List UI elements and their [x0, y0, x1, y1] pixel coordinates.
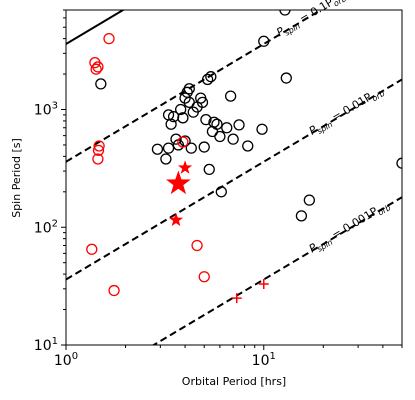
- data-point-2-0: [166, 170, 191, 195]
- reference-lines: [66, 10, 402, 345]
- data-point-0-33: [227, 133, 239, 145]
- data-point-0-20: [196, 96, 209, 109]
- data-point-0-10: [177, 112, 189, 124]
- data-point-0-0: [95, 78, 107, 90]
- reference-line-label-2: Pspin = 0.001Porb: [307, 198, 393, 257]
- data-point-0-16: [185, 142, 197, 154]
- data-point-0-5: [165, 118, 177, 130]
- data-point-0-27: [208, 116, 220, 128]
- data-point-1-3: [92, 61, 104, 73]
- data-point-1-6: [93, 140, 105, 152]
- data-point-0-40: [295, 210, 308, 222]
- y-tick-label-1: 102: [34, 218, 58, 236]
- data-point-0-30: [215, 186, 227, 198]
- data-point-0-9: [175, 103, 187, 116]
- data-point-0-41: [303, 194, 315, 206]
- data-point-0-2: [160, 153, 172, 165]
- data-point-0-24: [203, 163, 215, 176]
- x-axis-label: Orbital Period [hrs]: [182, 375, 286, 388]
- reference-line-label-0: Pspin = 0.1Porb: [274, 0, 348, 41]
- x-axis-ticks: 100 101: [54, 345, 403, 369]
- data-point-0-32: [224, 90, 237, 102]
- data-point-0-25: [205, 71, 217, 83]
- reference-line-1: [66, 78, 402, 281]
- data-point-0-21: [198, 141, 210, 153]
- x-tick-label-0: 100: [54, 351, 78, 369]
- data-point-1-11: [198, 271, 210, 283]
- reference-line-2: [151, 196, 402, 345]
- data-point-0-1: [151, 143, 164, 155]
- data-point-2-2: [168, 212, 184, 227]
- data-point-0-36: [256, 123, 268, 135]
- data-point-0-31: [221, 122, 233, 134]
- data-point-0-11: [179, 92, 191, 104]
- data-point-0-22: [200, 114, 212, 126]
- data-points: [86, 10, 402, 304]
- x-tick-label-1: 101: [252, 351, 276, 369]
- data-point-1-10: [191, 239, 203, 252]
- reference-line-labels: Pspin = 0.1Porb Pspin = 0.01Porb Pspin = 0…: [274, 0, 393, 257]
- data-point-1-5: [92, 144, 105, 156]
- data-point-0-23: [201, 73, 214, 86]
- data-point-0-28: [211, 118, 223, 130]
- data-point-1-4: [92, 153, 104, 165]
- data-point-2-1: [177, 160, 193, 174]
- data-point-0-29: [214, 130, 226, 143]
- reference-line-0: [66, 10, 323, 163]
- data-point-0-42: [396, 157, 402, 169]
- data-point-0-38: [279, 10, 291, 16]
- y-tick-label-0: 101: [34, 336, 58, 354]
- data-point-1-8: [108, 284, 120, 297]
- data-point-0-34: [233, 119, 245, 131]
- data-point-0-26: [206, 125, 219, 138]
- data-point-1-9: [177, 136, 189, 148]
- data-point-3-1: [258, 278, 269, 289]
- y-axis-label: Spin Period [s]: [10, 138, 23, 218]
- data-point-0-15: [183, 83, 195, 95]
- data-point-0-37: [258, 35, 270, 47]
- data-point-1-2: [90, 63, 102, 75]
- y-tick-label-2: 103: [34, 101, 58, 119]
- data-point-0-3: [162, 142, 175, 154]
- data-point-0-39: [280, 72, 292, 84]
- data-point-1-0: [86, 243, 98, 255]
- reference-line-label-1: Pspin = 0.01Porb: [307, 84, 387, 140]
- data-point-1-7: [103, 32, 115, 45]
- reference-line-3: [66, 10, 126, 45]
- data-point-0-35: [242, 140, 254, 152]
- data-point-3-0: [231, 293, 242, 304]
- y-axis-ticks: 101 102 103: [34, 9, 66, 354]
- plot-frame: [65, 9, 403, 346]
